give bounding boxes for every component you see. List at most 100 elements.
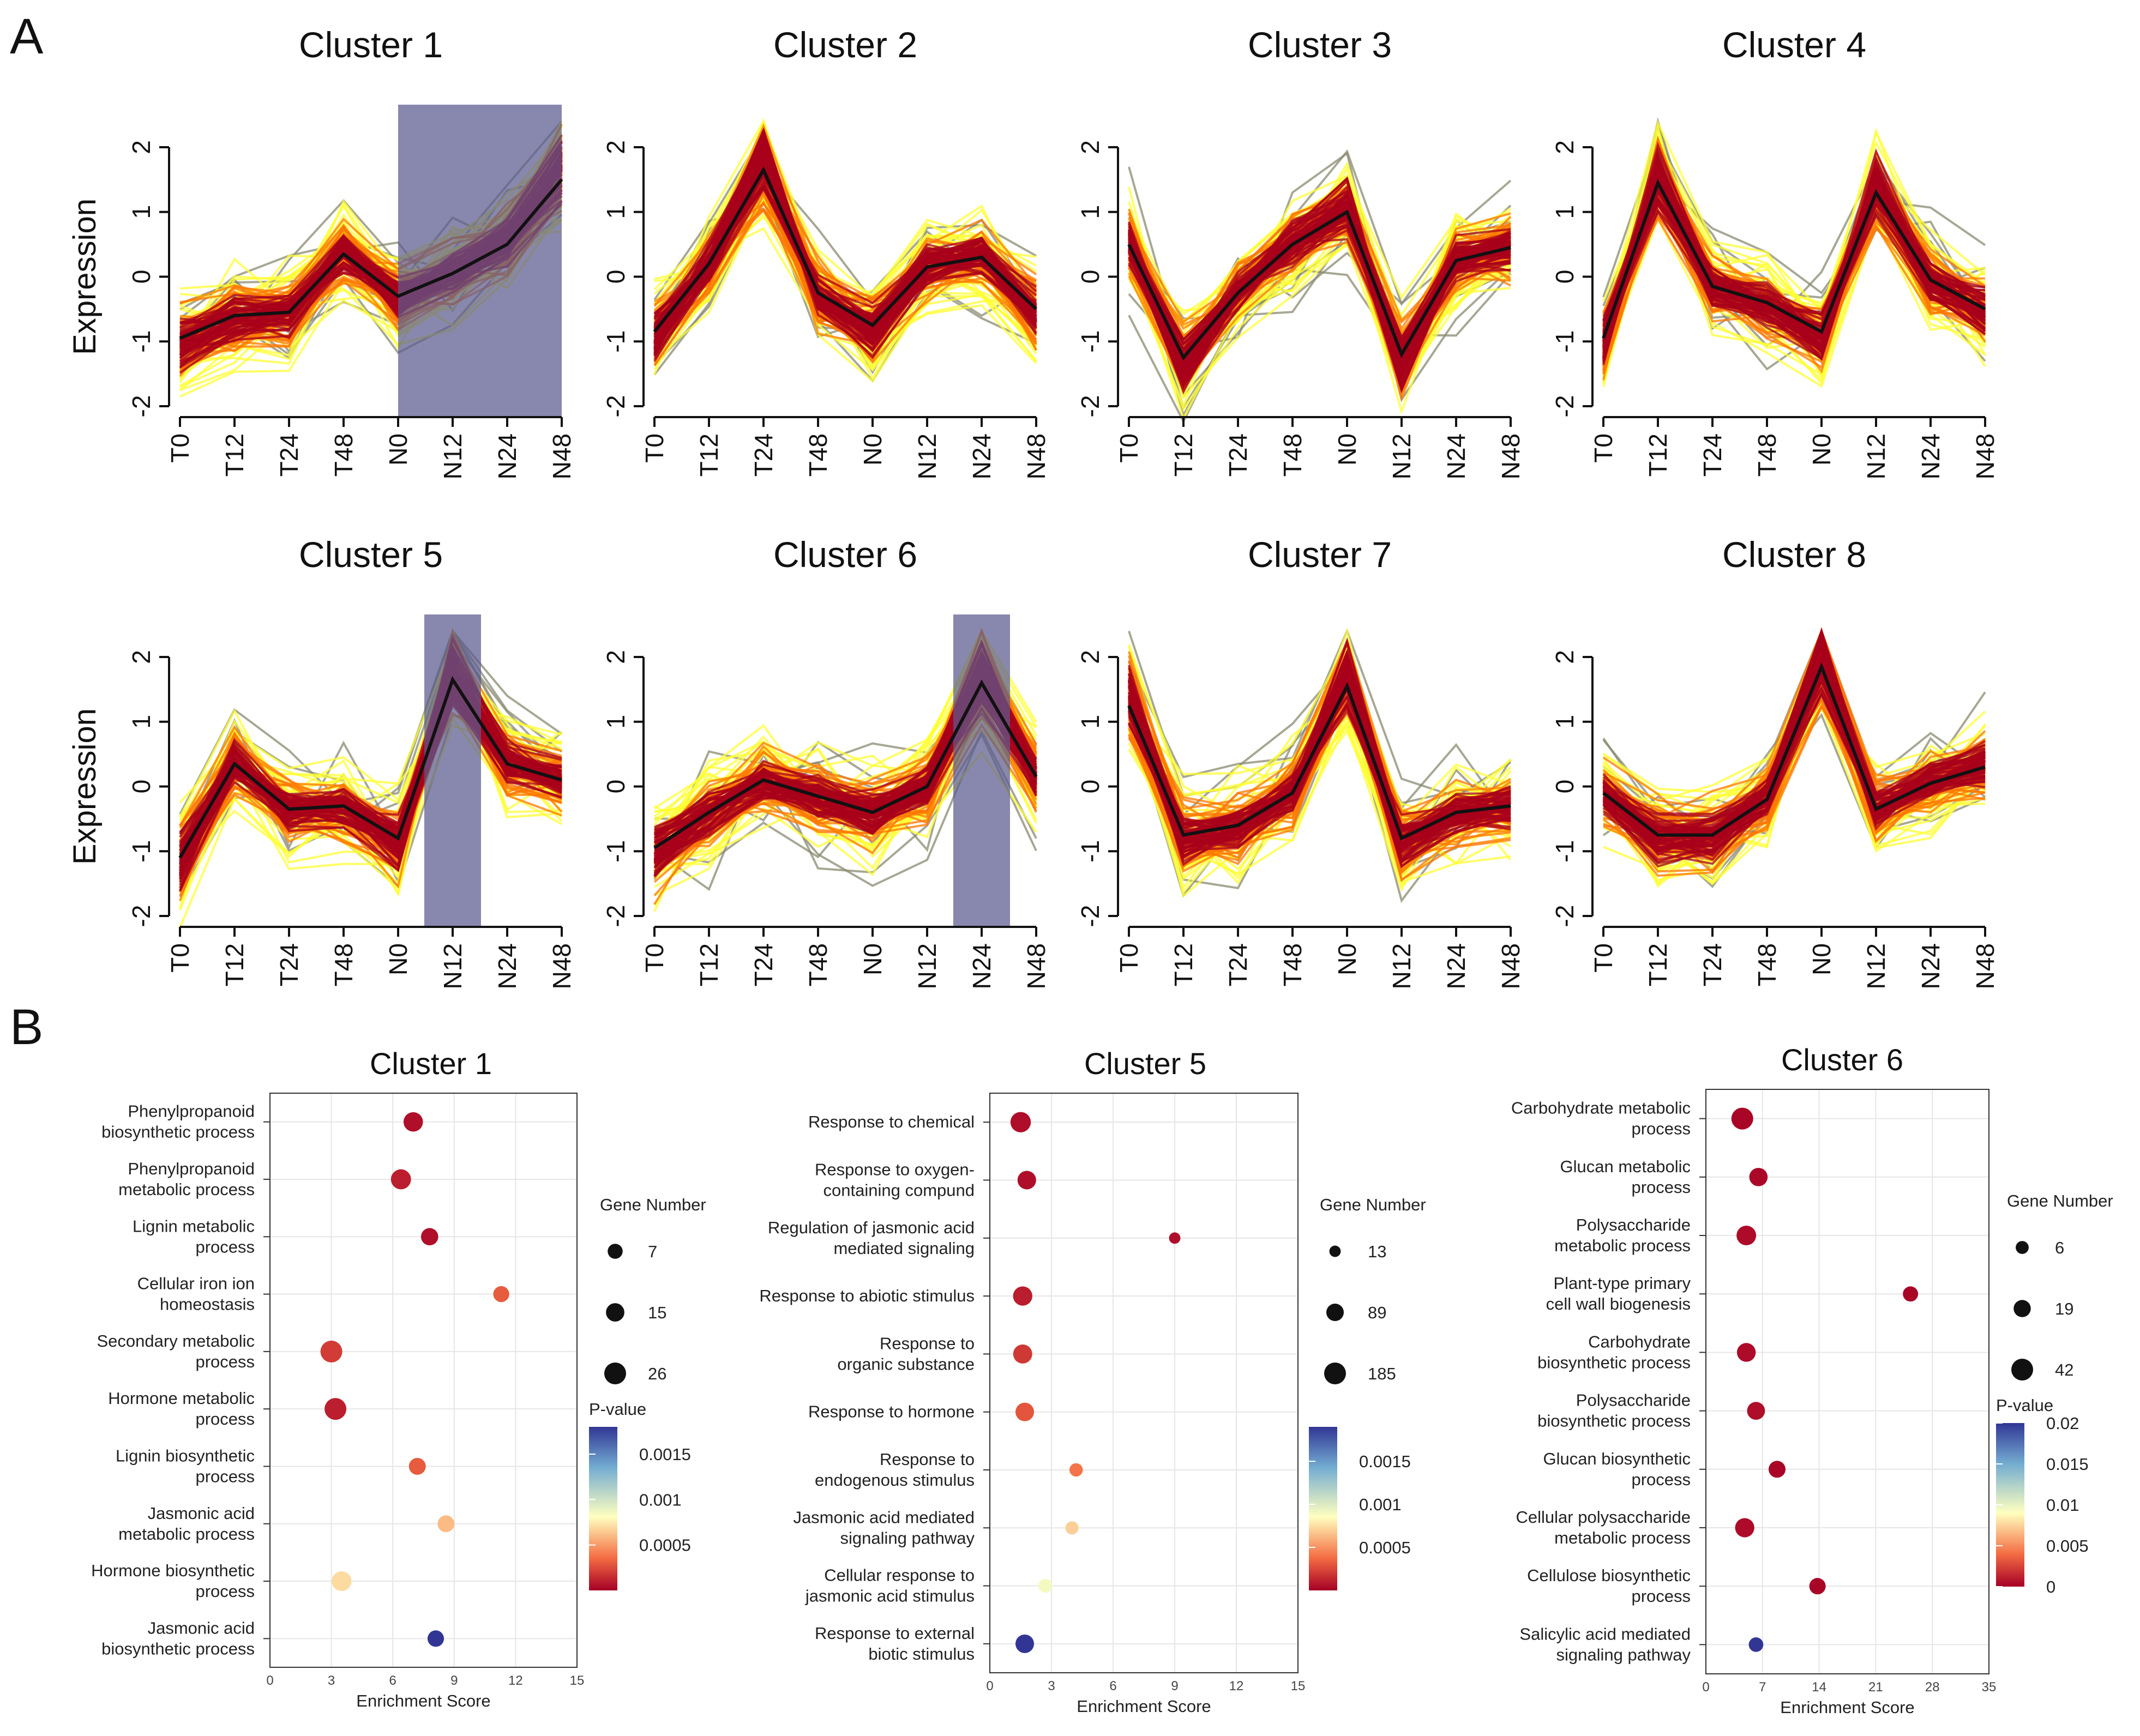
x-tick-label: 35 — [1982, 1680, 1997, 1695]
color-legend-label: 0.0015 — [1359, 1452, 1411, 1471]
x-axis-label: Enrichment Score — [356, 1691, 490, 1710]
y-tick-label: -1 — [127, 840, 155, 863]
y-tick-label: 1 — [1076, 205, 1104, 219]
enrichment-bubble — [1013, 1286, 1032, 1306]
x-tick-label: T0 — [640, 943, 669, 973]
gene-trajectory — [179, 685, 562, 834]
panel-label-a: A — [10, 9, 44, 64]
cluster-1-profile-plot: Cluster 1 Expression -2 -1 0 1 2 T0 T12 T24 T48 N0 N… — [67, 25, 576, 479]
x-tick-label: N24 — [493, 433, 521, 479]
cluster-title: Cluster 1 — [299, 25, 443, 65]
x-tick-label: T48 — [329, 943, 358, 986]
x-tick-label: N48 — [1496, 943, 1525, 989]
gene-trajectory — [653, 128, 1037, 344]
centroid-line — [1602, 662, 1986, 837]
term-label: Jasmonic acid — [148, 1618, 255, 1637]
color-legend-label: 0.01 — [2046, 1496, 2079, 1515]
x-tick-label: N0 — [1807, 943, 1836, 975]
x-tick-label: N0 — [1333, 433, 1361, 466]
gene-lines — [1128, 628, 1512, 903]
term-label: biosynthetic process — [101, 1123, 255, 1142]
term-label: signaling pathway — [1556, 1645, 1691, 1664]
y-tick-label: 0 — [127, 270, 155, 284]
y-tick-label: 2 — [1076, 140, 1104, 154]
highlight-region — [424, 614, 481, 928]
term-label: containing compund — [823, 1180, 975, 1199]
enrichment-bubble — [1015, 1402, 1035, 1421]
x-tick-label: 0 — [266, 1673, 273, 1688]
enrichment-bubble — [1038, 1578, 1053, 1593]
x-tick-label: 0 — [1702, 1680, 1709, 1695]
gene-trajectory — [653, 164, 1037, 358]
cluster-title: Cluster 3 — [1248, 25, 1392, 65]
color-legend-label: 0.0005 — [639, 1536, 691, 1555]
plot-frame — [269, 1093, 578, 1668]
x-tick-label: N12 — [438, 433, 467, 479]
gene-lines — [1128, 149, 1512, 424]
enrichment-bubble — [403, 1112, 423, 1132]
x-tick-label: N0 — [858, 943, 887, 975]
x-tick-label: T24 — [1698, 433, 1727, 477]
term-label: mediated signaling — [833, 1239, 975, 1258]
enrichment-bubble — [1731, 1107, 1753, 1130]
y-tick-label: 2 — [1076, 650, 1104, 664]
y-tick-label: 0 — [1076, 780, 1104, 794]
x-tick-label: T0 — [1589, 943, 1618, 973]
enrichment-bubble — [390, 1169, 411, 1190]
cluster-4-profile-plot: Cluster 4 -2 -1 0 1 2 T0 T12 T24 T48 N0 N12 N24 N48 — [1550, 25, 1999, 479]
enrichment-bubble — [1736, 1226, 1757, 1245]
color-bar — [589, 1427, 617, 1590]
gene-trajectory — [1128, 700, 1511, 851]
size-legend-dot — [2013, 1300, 2031, 1317]
gene-lines — [653, 118, 1037, 383]
gene-trajectory — [653, 142, 1037, 362]
y-tick-label: 1 — [1076, 715, 1104, 729]
x-tick-label: 9 — [1171, 1679, 1178, 1693]
gene-trajectory — [1602, 167, 1986, 349]
enrichment-bubble — [1749, 1167, 1768, 1186]
gene-trajectory — [1128, 206, 1511, 394]
centroid-line — [1602, 178, 1986, 339]
size-legend-value: 42 — [2055, 1360, 2073, 1379]
term-label: metabolic process — [118, 1524, 255, 1544]
enrichment-bubble — [1809, 1578, 1826, 1595]
x-tick-label: T24 — [1224, 433, 1252, 477]
gene-trajectory — [1128, 676, 1511, 829]
term-label: Salicylic acid mediated — [1519, 1624, 1691, 1643]
enrichment-bubble — [320, 1340, 342, 1363]
x-tick-label: T0 — [1589, 433, 1618, 463]
term-label: jasmonic acid stimulus — [805, 1587, 975, 1606]
x-tick-label: 7 — [1759, 1680, 1766, 1695]
term-label: Jasmonic acid — [148, 1504, 255, 1523]
go-plot-title: Cluster 1 — [370, 1046, 492, 1081]
term-label: Phenylpropanoid — [128, 1159, 255, 1178]
term-label: Response to — [880, 1450, 975, 1469]
x-tick-label: T48 — [1753, 943, 1781, 986]
y-tick-label: 0 — [1550, 270, 1579, 284]
gene-trajectory — [179, 681, 563, 874]
x-tick-label: T24 — [1224, 943, 1252, 986]
size-legend-dot — [2016, 1241, 2029, 1254]
y-tick-label: -1 — [127, 330, 155, 353]
centroid-line — [1127, 209, 1511, 361]
x-axis-label: Enrichment Score — [1077, 1697, 1211, 1716]
term-label: process — [1631, 1470, 1691, 1489]
y-tick-label: 0 — [1076, 270, 1104, 284]
x-tick-label: 3 — [328, 1673, 335, 1688]
x-tick-label: T0 — [640, 433, 669, 463]
y-tick-label: -2 — [602, 905, 630, 927]
x-tick-label: 28 — [1925, 1680, 1940, 1695]
size-legend-dot — [606, 1303, 624, 1322]
x-tick-label: N48 — [1971, 433, 1999, 479]
enrichment-bubble — [1065, 1521, 1079, 1535]
x-tick-label: T48 — [804, 943, 832, 986]
x-tick-label: N24 — [1916, 433, 1945, 479]
x-tick-label: T12 — [1644, 943, 1672, 986]
term-label: Carbohydrate — [1588, 1332, 1691, 1351]
y-tick-label: 2 — [1550, 650, 1579, 664]
term-label: Cellular iron ion — [137, 1274, 255, 1293]
y-tick-label: -1 — [1076, 330, 1104, 353]
enrichment-bubble — [1903, 1286, 1919, 1302]
size-legend-value: 15 — [648, 1303, 666, 1322]
x-tick-label: T48 — [1753, 433, 1781, 477]
